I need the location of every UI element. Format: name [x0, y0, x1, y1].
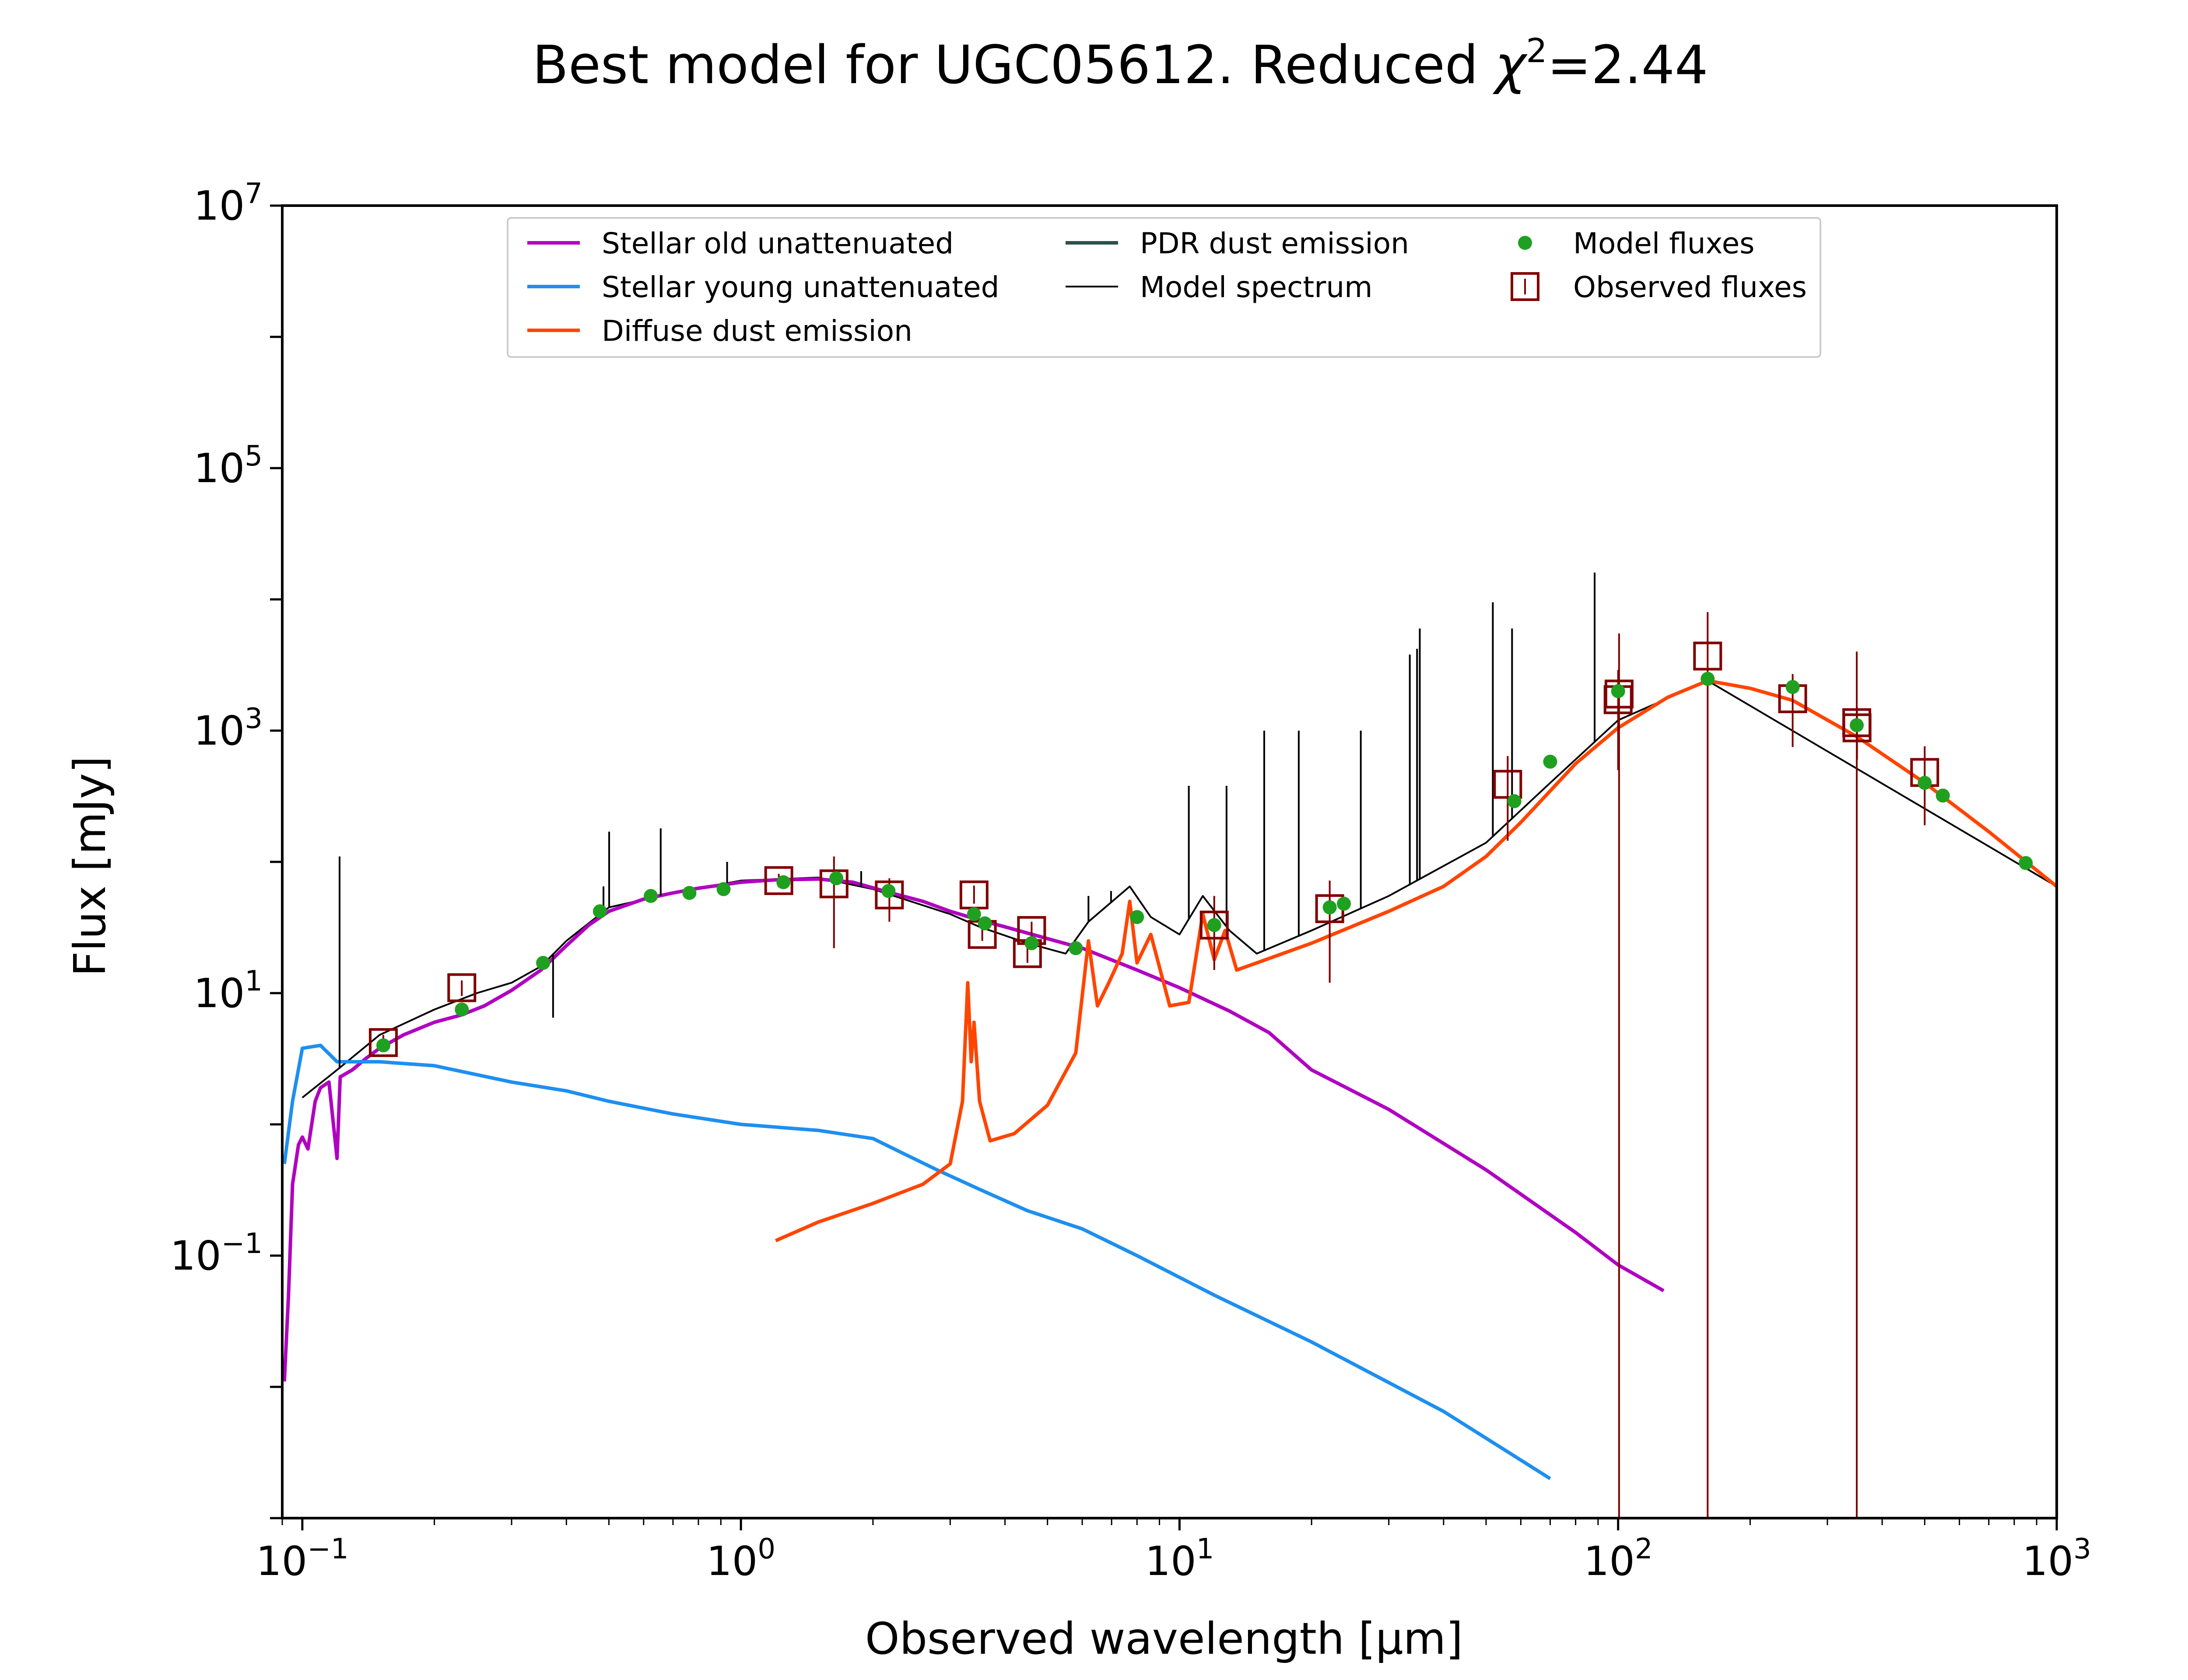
observed-flux-marker-4 — [875, 880, 904, 910]
y-tick-label-exponent: 3 — [245, 703, 263, 735]
y-tick-label-base: 10 — [193, 707, 245, 754]
model-flux-point-20 — [1611, 684, 1625, 698]
x-tick-label-base: 10 — [2022, 1538, 2073, 1585]
legend-label-stellar-old-unattenuated: Stellar old unattenuated — [602, 227, 954, 260]
y-tick-label-3: 105 — [193, 440, 263, 492]
model-flux-point-16 — [1322, 900, 1337, 915]
series-line-stellar-young-unattenuated — [282, 1043, 1551, 1480]
x-tick-label-0: 10−1 — [256, 1533, 348, 1585]
observed-flux-marker-0 — [368, 1028, 398, 1057]
x-tick-label-exponent: 0 — [757, 1533, 775, 1565]
model-flux-point-17 — [1337, 896, 1351, 911]
series-line-stellar-old-unattenuated — [282, 877, 1665, 1382]
model-flux-point-2 — [536, 956, 551, 970]
model-flux-point-23 — [1850, 718, 1864, 732]
x-tick-label-base: 10 — [706, 1538, 757, 1585]
x-tick-label-exponent: 2 — [1635, 1533, 1653, 1565]
title-main: Best model for UGC05612. Reduced — [533, 35, 1495, 96]
legend-label-stellar-young-unattenuated: Stellar young unattenuated — [602, 270, 999, 304]
observed-flux-marker-9 — [1199, 910, 1229, 940]
x-tick-label-base: 10 — [256, 1538, 307, 1585]
model-flux-point-21 — [1701, 672, 1715, 686]
y-tick-label-base: 10 — [193, 182, 245, 229]
y-tick-label-base: 10 — [193, 445, 245, 492]
model-flux-point-15 — [1207, 918, 1221, 932]
x-tick-label-exponent: −1 — [307, 1533, 348, 1565]
legend-swatch-model-fluxes — [1518, 236, 1532, 250]
model-flux-point-24 — [1918, 776, 1932, 790]
y-tick-label-base: 10 — [193, 970, 245, 1017]
model-flux-point-10 — [967, 907, 981, 921]
legend-label-model-spectrum: Model spectrum — [1140, 270, 1372, 304]
series-line-model-spectrum — [302, 679, 2057, 1099]
x-tick-label-4: 103 — [2022, 1533, 2091, 1585]
model-flux-point-13 — [1069, 941, 1083, 956]
model-flux-point-0 — [376, 1038, 390, 1053]
model-flux-point-4 — [644, 889, 658, 903]
observed-flux-marker-17 — [1842, 713, 1872, 742]
model-flux-point-1 — [455, 1002, 469, 1017]
model-flux-point-22 — [1785, 680, 1800, 694]
x-tick-label-exponent: 3 — [2073, 1533, 2091, 1565]
y-tick-label-0: 10−1 — [170, 1228, 263, 1279]
legend-box — [507, 217, 1821, 358]
observed-flux-marker-3 — [819, 869, 849, 899]
legend-label-diffuse-dust-emission: Diffuse dust emission — [602, 314, 912, 348]
y-tick-label-base: 10 — [170, 1232, 221, 1279]
observed-flux-marker-2 — [764, 866, 793, 895]
model-flux-point-5 — [682, 886, 697, 900]
x-axis-label: Observed wavelength [μm] — [865, 1613, 1463, 1664]
x-tick-label-1: 100 — [706, 1533, 775, 1585]
legend: Stellar old unattenuated Stellar young un… — [507, 217, 1821, 358]
y-tick-label-exponent: 1 — [245, 965, 263, 998]
observed-flux-marker-1 — [447, 973, 477, 1002]
model-flux-point-19 — [1543, 754, 1557, 769]
model-flux-point-6 — [716, 882, 731, 896]
model-flux-point-3 — [593, 904, 607, 919]
title-value: =2.44 — [1547, 35, 1708, 96]
legend-label-pdr-dust-emission: PDR dust emission — [1140, 227, 1409, 260]
model-flux-point-7 — [776, 875, 791, 889]
title-sup: 2 — [1526, 31, 1547, 70]
model-flux-point-12 — [1024, 936, 1039, 950]
legend-swatch-observed-fluxes — [1511, 272, 1539, 301]
y-tick-label-exponent: −1 — [221, 1228, 263, 1260]
x-tick-label-base: 10 — [1584, 1538, 1635, 1585]
x-tick-label-2: 101 — [1145, 1533, 1214, 1585]
y-tick-label-exponent: 7 — [245, 178, 263, 210]
plot-content — [282, 572, 2057, 1518]
y-tick-label-2: 103 — [193, 703, 263, 754]
legend-label-observed-fluxes: Observed fluxes — [1573, 270, 1807, 304]
legend-label-model-fluxes: Model fluxes — [1573, 227, 1755, 260]
x-tick-label-exponent: 1 — [1196, 1533, 1214, 1565]
y-tick-label-exponent: 5 — [245, 440, 263, 472]
model-flux-point-9 — [881, 884, 896, 898]
model-flux-point-11 — [978, 916, 992, 931]
y-axis-label: Flux [mJy] — [64, 756, 116, 976]
observed-flux-marker-11 — [1493, 770, 1522, 799]
observed-flux-marker-13 — [1604, 679, 1634, 709]
model-flux-point-8 — [829, 871, 844, 886]
plot-frame — [281, 204, 2058, 1519]
y-tick-label-4: 107 — [193, 178, 263, 229]
observed-flux-marker-14 — [1693, 641, 1722, 671]
model-flux-point-18 — [1507, 794, 1522, 808]
chart-title: Best model for UGC05612. Reduced χ2=2.44 — [533, 31, 1708, 96]
model-flux-point-26 — [2019, 856, 2033, 870]
y-tick-label-1: 101 — [193, 965, 263, 1017]
model-flux-point-14 — [1130, 910, 1144, 924]
x-tick-label-base: 10 — [1145, 1538, 1196, 1585]
x-tick-label-3: 102 — [1584, 1533, 1653, 1585]
title-chi: χ — [1492, 35, 1528, 96]
model-flux-point-25 — [1936, 788, 1950, 803]
series-line-diffuse-dust-emission — [775, 679, 2057, 1242]
